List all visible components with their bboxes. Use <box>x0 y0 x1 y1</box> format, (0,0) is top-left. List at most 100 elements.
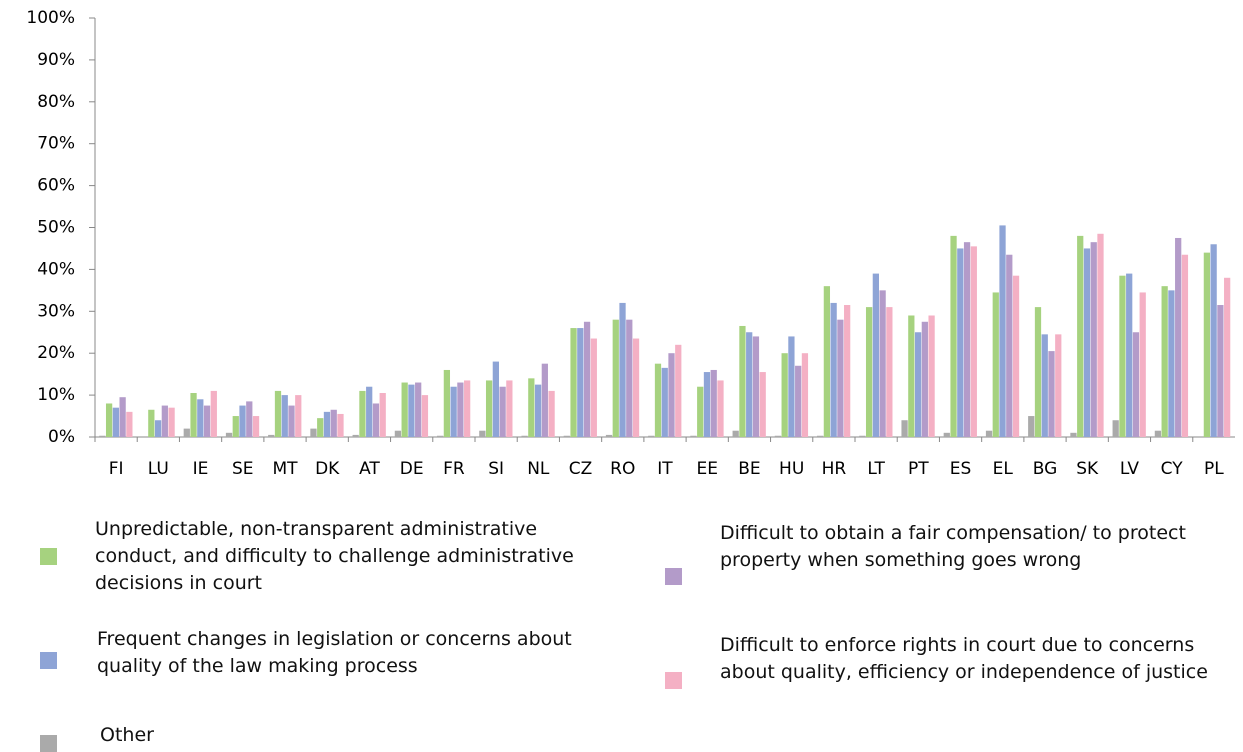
bar <box>210 390 217 437</box>
legend-swatch <box>40 735 57 752</box>
x-tick-label: LT <box>867 459 885 479</box>
bar <box>605 434 613 437</box>
legend-swatch <box>40 652 57 669</box>
bar <box>534 384 542 437</box>
x-tick-label: CZ <box>569 459 593 479</box>
bar <box>281 395 288 437</box>
bar <box>1126 273 1133 437</box>
legend-label: Other <box>100 724 154 746</box>
bar <box>781 353 788 437</box>
bar <box>1006 254 1013 437</box>
bar <box>1112 420 1119 437</box>
bar <box>654 363 662 437</box>
bar <box>675 344 682 437</box>
x-tick-label: DK <box>315 459 340 479</box>
x-tick-label: IE <box>193 459 209 479</box>
legend-label: Difficult to obtain a fair compensation/… <box>720 522 1186 571</box>
x-tick-label: AT <box>359 459 380 479</box>
bar <box>485 380 493 437</box>
bar <box>985 430 993 437</box>
bar <box>99 435 106 437</box>
bar <box>246 401 253 437</box>
y-tick-label: 30% <box>37 301 75 321</box>
bar <box>443 369 451 437</box>
bar <box>1070 432 1077 437</box>
bar <box>288 405 295 437</box>
legend-label: Unpredictable, non-transparent administr… <box>95 518 574 594</box>
bar <box>415 382 422 437</box>
bar <box>1097 233 1104 437</box>
bar <box>394 430 402 437</box>
bar <box>1041 334 1048 437</box>
bar <box>590 338 597 437</box>
bar <box>252 416 260 437</box>
bar <box>872 273 879 437</box>
bar <box>499 386 506 437</box>
y-tick-label: 10% <box>37 385 75 405</box>
bar <box>1154 430 1162 437</box>
bar <box>1203 252 1211 437</box>
x-tick-label: HU <box>779 459 804 479</box>
x-tick-label: PT <box>908 459 929 479</box>
bar <box>970 246 977 437</box>
y-tick-label: 0% <box>48 427 75 447</box>
bar <box>886 307 893 437</box>
bar <box>859 435 866 437</box>
bar <box>1217 305 1224 437</box>
bar <box>1090 242 1097 437</box>
bar <box>197 399 204 437</box>
bar <box>372 403 380 437</box>
bar <box>168 407 175 437</box>
bar <box>1083 248 1091 437</box>
bar <box>801 353 809 437</box>
bar <box>183 428 190 437</box>
bar <box>957 248 964 437</box>
bar <box>612 319 619 437</box>
x-tick-label: IT <box>657 459 673 479</box>
bar <box>928 315 935 437</box>
bar <box>450 386 457 437</box>
bar <box>421 395 429 437</box>
legend-label: Frequent changes in legislation or conce… <box>97 628 572 677</box>
bar <box>632 338 640 437</box>
legend-label: Difficult to enforce rights in court due… <box>720 634 1208 683</box>
bar <box>823 286 831 437</box>
bar <box>225 432 233 437</box>
bar <box>112 407 119 437</box>
bar <box>908 315 915 437</box>
bar <box>1048 351 1055 437</box>
bar <box>999 225 1006 437</box>
x-tick-label: DE <box>400 459 424 479</box>
bar <box>950 235 957 437</box>
bar <box>830 302 837 437</box>
bar <box>521 435 528 437</box>
chart: 0% 10% 20% 30% 40% 50% 60% 70% 80% 90% 100% FI LU IE S… <box>26 8 1235 479</box>
bar <box>148 409 155 437</box>
y-tick-label: 40% <box>37 259 75 279</box>
bar <box>506 380 513 437</box>
bar <box>1224 277 1231 437</box>
bar <box>619 302 626 437</box>
legend-swatch <box>665 672 682 689</box>
bar <box>366 386 373 437</box>
y-tick-label: 80% <box>37 92 75 112</box>
bar <box>795 365 802 437</box>
legend-swatch <box>40 548 57 565</box>
bar <box>788 336 795 437</box>
bar <box>1077 235 1084 437</box>
x-tick-label: NL <box>527 459 550 479</box>
bar <box>317 418 324 437</box>
x-tick-label: SI <box>488 459 504 479</box>
y-tick-label: 50% <box>37 218 75 238</box>
bar <box>1055 334 1062 437</box>
bar <box>268 434 275 437</box>
x-tick-label: EL <box>993 459 1014 479</box>
bar <box>528 378 535 437</box>
x-tick-label: ES <box>950 459 972 479</box>
bar <box>1132 332 1140 437</box>
bar <box>921 321 928 437</box>
y-tick-label: 90% <box>37 50 75 70</box>
bar <box>274 390 282 437</box>
y-tick-label: 100% <box>26 8 75 28</box>
